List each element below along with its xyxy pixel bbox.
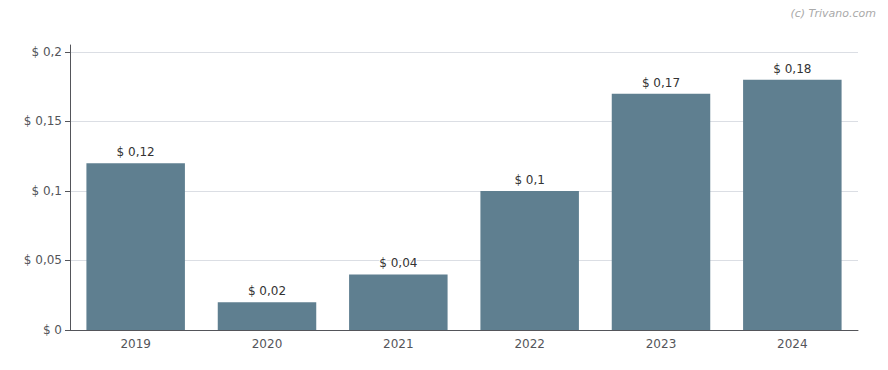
svg-text:$ 0,18: $ 0,18	[773, 62, 811, 76]
svg-text:$ 0,2: $ 0,2	[31, 45, 62, 59]
svg-text:$ 0,02: $ 0,02	[248, 284, 286, 298]
svg-text:(c) Trivano.com: (c) Trivano.com	[790, 7, 876, 20]
svg-text:$ 0,15: $ 0,15	[24, 114, 62, 128]
svg-text:2022: 2022	[514, 337, 545, 351]
svg-text:$ 0,17: $ 0,17	[642, 76, 680, 90]
svg-text:$ 0,1: $ 0,1	[514, 173, 545, 187]
svg-text:2019: 2019	[120, 337, 151, 351]
svg-text:$ 0,1: $ 0,1	[31, 184, 62, 198]
svg-text:$ 0,05: $ 0,05	[24, 253, 62, 267]
svg-text:$ 0,04: $ 0,04	[379, 256, 417, 270]
svg-text:$ 0,12: $ 0,12	[117, 145, 155, 159]
svg-text:$ 0: $ 0	[43, 323, 62, 337]
svg-text:2023: 2023	[646, 337, 677, 351]
svg-text:2021: 2021	[383, 337, 414, 351]
svg-text:2020: 2020	[252, 337, 283, 351]
svg-text:2024: 2024	[777, 337, 808, 351]
